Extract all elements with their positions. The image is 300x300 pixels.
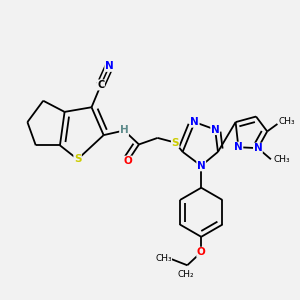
Text: N: N [211,124,220,135]
Text: CH₂: CH₂ [178,270,194,279]
Text: CH₃: CH₃ [155,254,172,263]
Text: H: H [120,125,128,136]
Text: CH₃: CH₃ [274,155,290,164]
Text: N: N [105,61,114,71]
Text: N: N [190,117,199,127]
Text: O: O [123,156,132,166]
Text: S: S [171,138,179,148]
Text: C: C [97,80,104,90]
Text: O: O [197,247,206,257]
Text: N: N [234,142,243,152]
Text: CH₃: CH₃ [279,117,296,126]
Text: S: S [74,154,81,164]
Text: N: N [254,143,262,153]
Text: N: N [197,161,206,171]
